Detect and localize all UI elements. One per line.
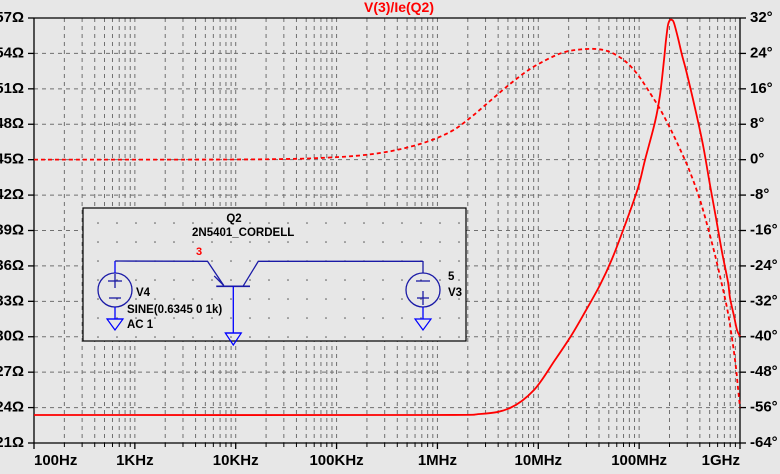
svg-text:24Ω: 24Ω	[0, 399, 24, 416]
svg-text:8°: 8°	[750, 115, 764, 132]
svg-text:33Ω: 33Ω	[0, 292, 24, 309]
svg-text:2N5401_CORDELL: 2N5401_CORDELL	[192, 227, 294, 239]
svg-text:57Ω: 57Ω	[0, 9, 24, 26]
svg-text:30Ω: 30Ω	[0, 328, 24, 345]
svg-text:32°: 32°	[750, 9, 773, 26]
svg-text:Q2: Q2	[226, 213, 241, 225]
svg-text:1MHz: 1MHz	[418, 452, 457, 469]
svg-text:3: 3	[196, 246, 202, 258]
svg-text:39Ω: 39Ω	[0, 221, 24, 238]
svg-text:100Hz: 100Hz	[34, 452, 77, 469]
svg-text:-24°: -24°	[750, 257, 778, 274]
svg-text:100MHz: 100MHz	[611, 452, 667, 469]
svg-text:42Ω: 42Ω	[0, 186, 24, 203]
svg-text:5: 5	[448, 271, 455, 283]
svg-text:-32°: -32°	[750, 292, 778, 309]
svg-text:1GHz: 1GHz	[702, 452, 740, 469]
svg-text:100KHz: 100KHz	[309, 452, 363, 469]
svg-text:V4: V4	[136, 287, 151, 299]
svg-text:V3: V3	[448, 287, 462, 299]
svg-text:24°: 24°	[750, 44, 773, 61]
svg-text:-64°: -64°	[750, 434, 778, 451]
svg-text:-16°: -16°	[750, 221, 778, 238]
svg-text:36Ω: 36Ω	[0, 257, 24, 274]
svg-text:-40°: -40°	[750, 328, 778, 345]
svg-text:48Ω: 48Ω	[0, 115, 24, 132]
svg-text:-8°: -8°	[750, 186, 769, 203]
svg-text:SINE(0.6345 0 1k): SINE(0.6345 0 1k)	[127, 304, 222, 316]
svg-text:21Ω: 21Ω	[0, 434, 24, 451]
svg-text:V(3)/Ie(Q2): V(3)/Ie(Q2)	[364, 0, 434, 15]
svg-text:10KHz: 10KHz	[213, 452, 259, 469]
svg-text:16°: 16°	[750, 80, 773, 97]
svg-text:-48°: -48°	[750, 363, 778, 380]
svg-text:0°: 0°	[750, 151, 764, 168]
svg-text:10MHz: 10MHz	[515, 452, 563, 469]
svg-text:-56°: -56°	[750, 399, 778, 416]
svg-text:1KHz: 1KHz	[116, 452, 154, 469]
svg-text:27Ω: 27Ω	[0, 363, 24, 380]
svg-text:AC 1: AC 1	[127, 319, 154, 331]
svg-text:45Ω: 45Ω	[0, 151, 24, 168]
svg-text:54Ω: 54Ω	[0, 44, 24, 61]
svg-text:51Ω: 51Ω	[0, 80, 24, 97]
